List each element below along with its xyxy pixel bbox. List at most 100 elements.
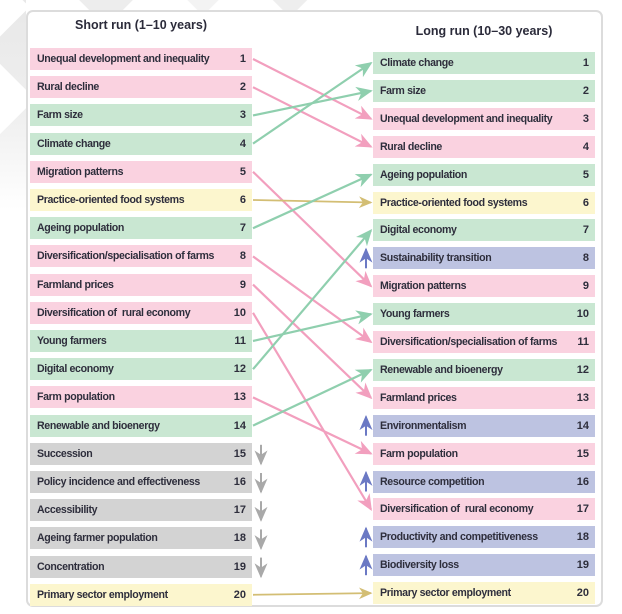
topic-label: Migration patterns <box>37 165 124 178</box>
rank-number: 2 <box>582 84 589 97</box>
topic-label: Diversification of rural economy <box>380 503 534 516</box>
long-run-row-10: Young farmers 10 <box>373 303 595 326</box>
rank-number: 9 <box>582 280 589 293</box>
topic-label: Ageing farmer population <box>37 532 158 545</box>
topic-label: Farmland prices <box>380 391 457 404</box>
long-run-row-19: Biodiversity loss 19 <box>373 554 595 577</box>
rank-number: 14 <box>233 419 246 432</box>
rank-number: 7 <box>582 224 589 237</box>
topic-label: Succession <box>37 447 93 460</box>
topic-label: Primary sector employment <box>380 587 511 600</box>
rank-number: 18 <box>576 531 589 544</box>
short-run-row-4: Climate change 4 <box>30 132 252 155</box>
topic-label: Unequal development and inequality <box>380 112 553 125</box>
topic-label: Primary sector employment <box>37 588 168 601</box>
short-run-row-14: Renewable and bioenergy 14 <box>30 414 252 437</box>
rank-number: 20 <box>233 588 246 601</box>
rank-number: 13 <box>576 391 589 404</box>
short-run-row-11: Young farmers 11 <box>30 330 252 352</box>
short-run-row-12: Digital economy 12 <box>30 358 252 381</box>
topic-label: Climate change <box>380 57 454 69</box>
rank-number: 16 <box>576 475 589 488</box>
rank-number: 6 <box>582 196 589 209</box>
topic-label: Diversification of rural economy <box>37 306 191 319</box>
rank-number: 12 <box>576 363 589 376</box>
topic-label: Farm size <box>37 109 83 122</box>
topic-label: Climate change <box>37 137 111 150</box>
short-run-row-9: Farmland prices 9 <box>30 273 252 296</box>
short-run-row-13: Farm population 13 <box>30 386 252 409</box>
long-run-column-title: Long run (10–30 years) <box>415 24 553 38</box>
topic-label: Young farmers <box>380 308 450 321</box>
rank-number: 3 <box>582 112 589 125</box>
topic-label: Farm size <box>380 84 426 97</box>
long-run-row-2: Farm size 2 <box>373 79 595 102</box>
rank-number: 15 <box>576 447 589 460</box>
topic-label: Farm population <box>37 391 115 404</box>
long-run-row-7: Digital economy 7 <box>373 219 595 242</box>
short-run-row-5: Migration patterns 5 <box>30 160 252 183</box>
short-run-row-10: Diversification of rural economy 10 <box>30 301 252 324</box>
short-run-row-18: Ageing farmer population 18 <box>30 527 252 550</box>
watermark-strip <box>0 0 36 210</box>
long-run-row-12: Renewable and bioenergy 12 <box>373 358 595 381</box>
long-run-row-18: Productivity and competitiveness 18 <box>373 526 595 549</box>
topic-label: Resource competition <box>380 475 485 488</box>
rank-number: 3 <box>239 109 246 122</box>
topic-label: Practice-oriented food systems <box>380 196 528 209</box>
long-run-row-3: Unequal development and inequality 3 <box>373 107 595 130</box>
rank-number: 1 <box>582 57 589 69</box>
topic-label: Farmland prices <box>37 278 114 291</box>
topic-label: Productivity and competitiveness <box>380 531 538 544</box>
short-run-row-7: Ageing population 7 <box>30 217 252 240</box>
rank-number: 15 <box>233 447 246 460</box>
short-run-row-16: Policy incidence and effectiveness 16 <box>30 471 252 493</box>
long-run-row-4: Rural decline 4 <box>373 135 595 158</box>
rank-number: 4 <box>582 140 589 153</box>
topic-label: Young farmers <box>37 335 107 347</box>
rank-number: 19 <box>233 560 246 573</box>
short-run-row-6: Practice-oriented food systems 6 <box>30 189 252 211</box>
topic-label: Ageing population <box>37 222 125 235</box>
topic-label: Migration patterns <box>380 280 467 293</box>
long-run-row-17: Diversification of rural economy 17 <box>373 498 595 521</box>
topic-label: Diversification/specialisation of farms <box>37 250 215 263</box>
short-run-row-1: Unequal development and inequality 1 <box>30 48 252 70</box>
rank-number: 10 <box>576 308 589 321</box>
topic-label: Diversification/specialisation of farms <box>380 336 558 348</box>
rank-number: 13 <box>233 391 246 404</box>
rank-number: 12 <box>233 363 246 376</box>
topic-label: Rural decline <box>380 140 442 153</box>
long-run-row-20: Primary sector employment 20 <box>373 582 595 605</box>
rank-number: 5 <box>582 168 589 181</box>
topic-label: Unequal development and inequality <box>37 53 210 65</box>
topic-label: Sustainability transition <box>380 252 492 265</box>
rank-number: 4 <box>239 137 246 150</box>
short-run-row-17: Accessibility 17 <box>30 499 252 522</box>
rank-number: 1 <box>239 53 246 65</box>
rank-number: 20 <box>576 587 589 600</box>
long-run-row-16: Resource competition 16 <box>373 470 595 493</box>
rank-number: 11 <box>234 335 246 347</box>
rank-number: 16 <box>233 476 246 488</box>
topic-label: Concentration <box>37 560 105 573</box>
rank-number: 8 <box>582 252 589 265</box>
rank-number: 9 <box>239 278 246 291</box>
topic-label: Rural decline <box>37 81 99 94</box>
rank-number: 6 <box>239 194 246 206</box>
long-run-row-1: Climate change 1 <box>373 52 595 74</box>
long-run-row-6: Practice-oriented food systems 6 <box>373 191 595 214</box>
topic-label: Accessibility <box>37 504 98 517</box>
rank-number: 2 <box>239 81 246 94</box>
topic-label: Digital economy <box>380 224 457 237</box>
rank-number: 8 <box>239 250 246 263</box>
topic-label: Renewable and bioenergy <box>37 419 160 432</box>
rank-number: 17 <box>576 503 589 516</box>
long-run-row-9: Migration patterns 9 <box>373 275 595 298</box>
rank-number: 17 <box>233 504 246 517</box>
rank-number: 14 <box>576 419 589 432</box>
topic-label: Environmentalism <box>380 419 467 432</box>
short-run-row-19: Concentration 19 <box>30 555 252 578</box>
short-run-row-3: Farm size 3 <box>30 104 252 127</box>
